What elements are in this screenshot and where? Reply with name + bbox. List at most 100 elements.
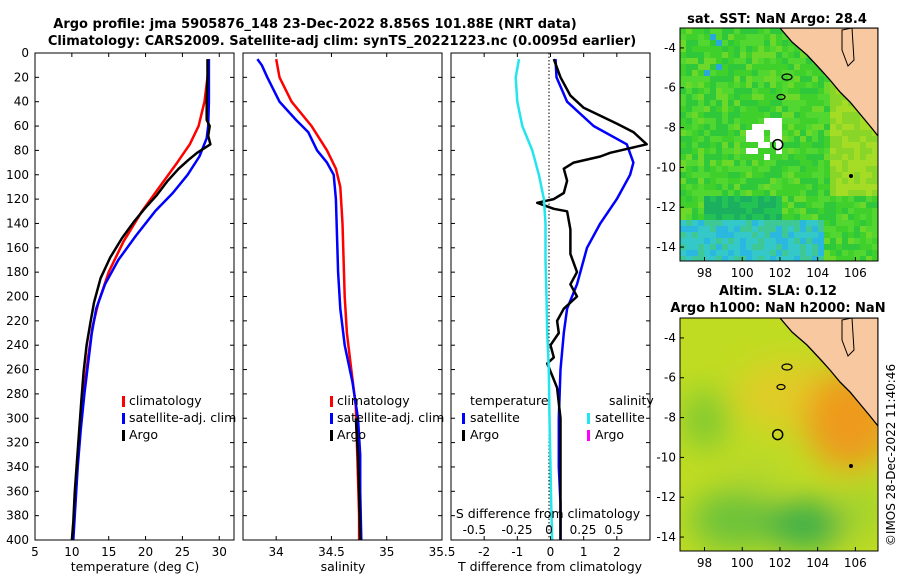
sst-cell (764, 166, 771, 173)
sst-cell (686, 220, 693, 227)
island-outline (781, 73, 793, 81)
sst-cell (692, 154, 699, 161)
sst-cell (848, 160, 855, 167)
sst-cell (746, 208, 753, 215)
sst-cell (764, 148, 771, 155)
depth-tick-label: 0 (21, 46, 29, 60)
sst-cell (758, 130, 765, 137)
sst-map-title: sat. SST: NaN Argo: 28.4 (687, 12, 867, 27)
sst-cell (776, 166, 783, 173)
sst-cell (698, 118, 705, 125)
salinity-x-ticks: 34 34.5 35 35.5 (269, 53, 455, 559)
sst-cell (716, 238, 723, 245)
sst-cell (836, 250, 843, 257)
sst-cell (782, 202, 789, 209)
sst-cell (698, 154, 705, 161)
sst-cell (740, 106, 747, 113)
sst-cell (818, 154, 825, 161)
sst-cell (686, 172, 693, 179)
sst-cell (758, 124, 765, 131)
sst-cell (866, 172, 873, 179)
sst-cell (758, 190, 765, 197)
sst-cell (728, 154, 735, 161)
sst-cell (686, 94, 693, 101)
sst-cell (722, 226, 729, 233)
sst-cell (758, 250, 765, 257)
sst-cell (686, 208, 693, 215)
sst-cell (872, 238, 878, 245)
sst-cell (716, 94, 723, 101)
sst-cell (716, 220, 723, 227)
sst-cell (848, 124, 855, 131)
sst-cell (854, 154, 861, 161)
sst-cell (734, 52, 741, 59)
sst-cell (836, 130, 843, 137)
sst-cell (812, 232, 819, 239)
sst-cell (734, 106, 741, 113)
sst-cell (836, 172, 843, 179)
sst-cell (818, 172, 825, 179)
sst-cell (824, 226, 831, 233)
sst-cell (758, 52, 765, 59)
sst-cell (818, 244, 825, 251)
sst-cell (752, 178, 759, 185)
x-tick-label: 10 (64, 545, 79, 559)
sst-cell (776, 40, 783, 47)
sst-cell (806, 250, 813, 257)
sst-cell (842, 238, 849, 245)
sst-cell (866, 130, 873, 137)
sst-cell (686, 112, 693, 119)
sst-cell (710, 142, 717, 149)
sst-cell (818, 208, 825, 215)
sst-cell (692, 226, 699, 233)
sst-cell (818, 166, 825, 173)
sst-cell (848, 190, 855, 197)
sst-cell (788, 52, 795, 59)
sst-cell (806, 148, 813, 155)
sst-cell (788, 220, 795, 227)
sst-cell (806, 172, 813, 179)
sst-cell (770, 178, 777, 185)
depth-tick-label: 40 (14, 95, 29, 109)
figure-title-line2: Climatology: CARS2009. Satellite-adj cli… (48, 34, 636, 49)
sst-cell (698, 136, 705, 143)
sst-cell (782, 106, 789, 113)
sst-cell (788, 46, 795, 53)
sst-cell (680, 178, 687, 185)
sst-cell (782, 142, 789, 149)
sst-cell (710, 172, 717, 179)
sst-cell (812, 160, 819, 167)
sst-cell (776, 214, 783, 221)
sst-cell (734, 238, 741, 245)
sst-cell (782, 226, 789, 233)
sst-cell (782, 172, 789, 179)
sst-cell (686, 82, 693, 89)
x-tick-label: 5 (31, 545, 39, 559)
sst-cell (758, 160, 765, 167)
sst-cell (830, 178, 837, 185)
sst-cell (692, 202, 699, 209)
sst-cell (680, 34, 687, 41)
sst-cell (746, 232, 753, 239)
sst-cell (758, 106, 765, 113)
sst-cell (716, 34, 723, 41)
sst-cell (854, 256, 861, 261)
sst-cell (836, 112, 843, 119)
sst-cell (752, 220, 759, 227)
sst-cell (746, 46, 753, 53)
series-line-argo (354, 418, 362, 540)
sst-cell (746, 136, 753, 143)
sst-cell (842, 154, 849, 161)
sst-cell (752, 106, 759, 113)
sst-cell (806, 202, 813, 209)
sst-cell (698, 142, 705, 149)
sst-cell (800, 244, 807, 251)
sst-cell (770, 58, 777, 65)
sst-cell (806, 64, 813, 71)
sst-cell (788, 64, 795, 71)
sst-cell (770, 148, 777, 155)
sst-cell (842, 130, 849, 137)
sst-cell (698, 160, 705, 167)
sst-cell (818, 220, 825, 227)
sst-cell (686, 202, 693, 209)
